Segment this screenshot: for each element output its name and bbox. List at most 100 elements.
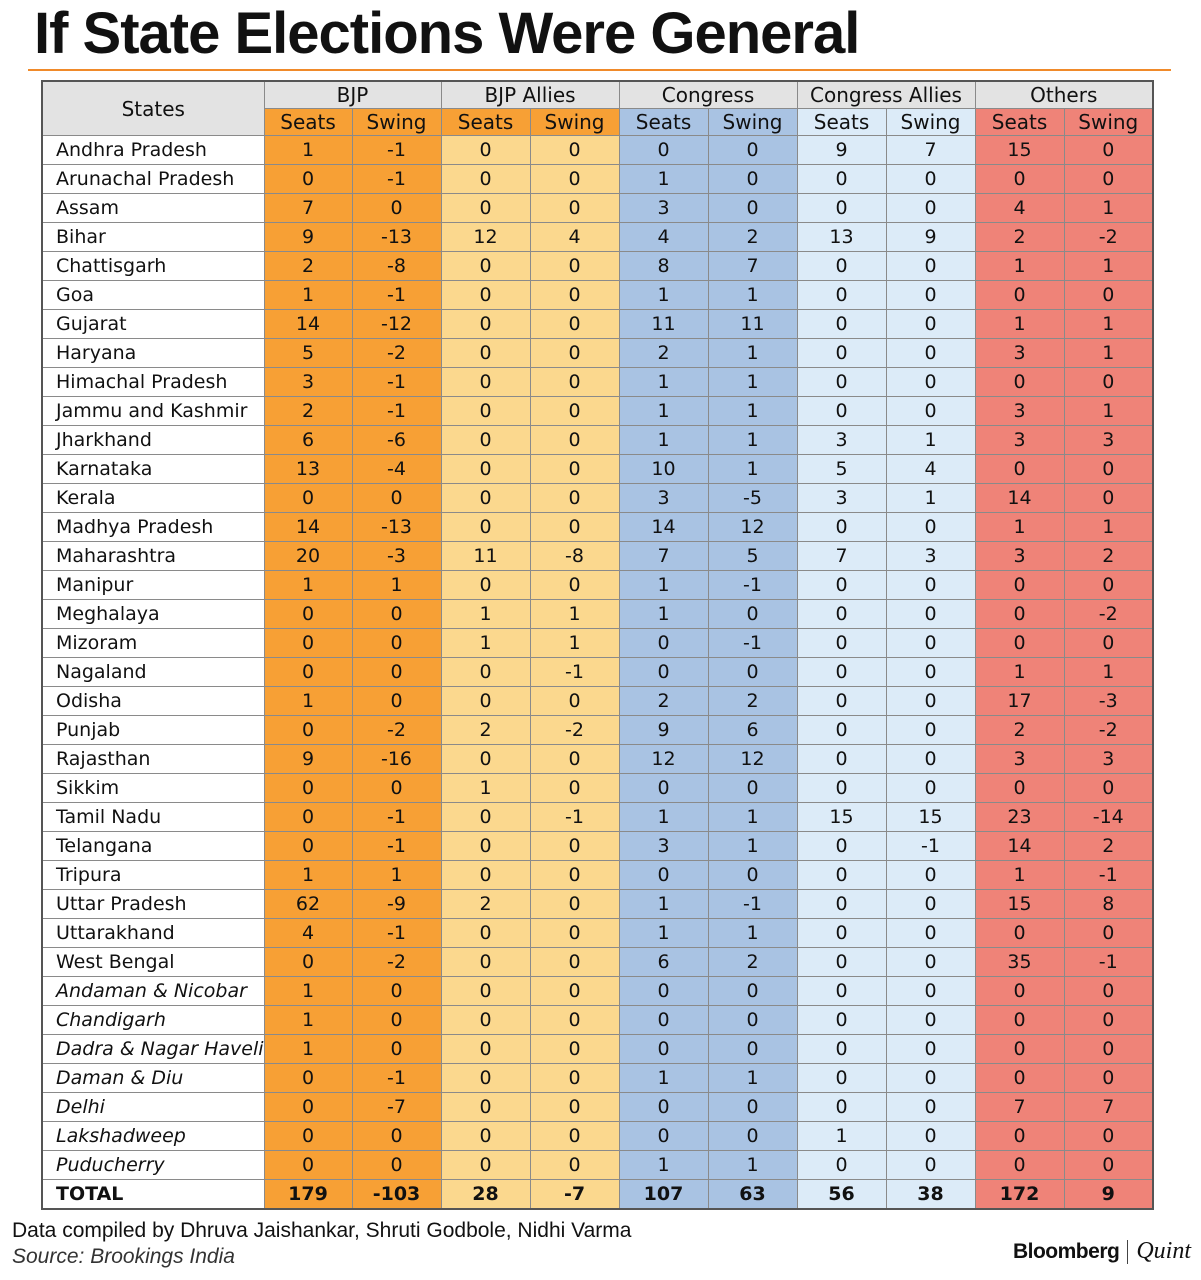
bjp-seats-cell: 0 <box>263 483 353 513</box>
others-seats-cell: 1 <box>974 309 1065 339</box>
others-seats-cell: 15 <box>974 889 1065 919</box>
bjp-swing-cell: 0 <box>351 628 442 658</box>
congress-seats-cell: 0 <box>618 135 709 165</box>
others-seats-cell: 2 <box>974 222 1065 252</box>
congress-swing-cell: -1 <box>707 628 798 658</box>
congress-seats-cell: 0 <box>618 860 709 890</box>
bjp-swing-cell: 0 <box>351 1005 442 1035</box>
bjp-allies-swing-cell: 0 <box>529 686 620 716</box>
bjp-swing-cell: -2 <box>351 947 442 977</box>
table-row: Punjab 0 -2 2 -2 9 6 0 0 2 -2 <box>41 715 1154 745</box>
bjp-swing-cell: 0 <box>351 657 442 687</box>
table-row: Mizoram 0 0 1 1 0 -1 0 0 0 0 <box>41 628 1154 658</box>
others-seats-cell: 0 <box>974 599 1065 629</box>
bjp-swing-cell: -7 <box>351 1092 442 1122</box>
congress-allies-swing-cell: 0 <box>885 338 976 368</box>
others-seats-cell: 1 <box>974 860 1065 890</box>
page-title: If State Elections Were General <box>34 1 860 66</box>
bjp-allies-seats-cell: 0 <box>440 1150 531 1180</box>
bjp-allies-swing-cell: 0 <box>529 367 620 397</box>
bjp-swing-cell: 0 <box>351 1034 442 1064</box>
bjp-allies-swing-cell: 0 <box>529 1121 620 1151</box>
congress-allies-seats-cell: 15 <box>796 802 887 832</box>
election-table: States BJP BJP Allies Congress Congress … <box>41 80 1155 1210</box>
congress-swing-header: Swing <box>707 108 798 136</box>
bjp-allies-swing-cell: 0 <box>529 1034 620 1064</box>
bjp-allies-swing-cell: 0 <box>529 1005 620 1035</box>
state-name: Rajasthan <box>41 744 265 774</box>
bjp-swing-cell: -12 <box>351 309 442 339</box>
bjp-seats-cell: 0 <box>263 1092 353 1122</box>
bjp-seats-cell: 62 <box>263 889 353 919</box>
congress-allies-swing-cell: 0 <box>885 164 976 194</box>
state-name: Uttar Pradesh <box>41 889 265 919</box>
congress-allies-seats-cell: 3 <box>796 483 887 513</box>
bjp-allies-seats-cell: 0 <box>440 1005 531 1035</box>
state-name: Kerala <box>41 483 265 513</box>
congress-allies-swing-cell: 0 <box>885 773 976 803</box>
congress-allies-swing-cell: 0 <box>885 628 976 658</box>
bjp-swing-cell: 0 <box>351 193 442 223</box>
congress-seats-cell: 2 <box>618 338 709 368</box>
state-name: Goa <box>41 280 265 310</box>
others-swing-cell: 1 <box>1063 657 1154 687</box>
others-swing-cell: 2 <box>1063 541 1154 571</box>
bjp-allies-swing-header: Swing <box>529 108 620 136</box>
others-seats-cell: 0 <box>974 1121 1065 1151</box>
bjp-allies-seats-cell: 0 <box>440 976 531 1006</box>
group-header-congress-allies: Congress Allies <box>796 80 976 109</box>
table-row: Maharashtra 20 -3 11 -8 7 5 7 3 3 2 <box>41 541 1154 571</box>
others-swing-cell: -1 <box>1063 860 1154 890</box>
bjp-allies-swing-cell: 0 <box>529 309 620 339</box>
group-header-others: Others <box>974 80 1154 109</box>
others-seats-cell: 1 <box>974 657 1065 687</box>
table-row: Kerala 0 0 0 0 3 -5 3 1 14 0 <box>41 483 1154 513</box>
state-name: Telangana <box>41 831 265 861</box>
congress-allies-swing-cell: 0 <box>885 918 976 948</box>
congress-seats-cell: 1 <box>618 802 709 832</box>
others-swing-cell: 8 <box>1063 889 1154 919</box>
congress-allies-seats-header: Seats <box>796 108 887 136</box>
table-row: Madhya Pradesh 14 -13 0 0 14 12 0 0 1 1 <box>41 512 1154 542</box>
congress-allies-seats-cell: 0 <box>796 657 887 687</box>
table-row: Rajasthan 9 -16 0 0 12 12 0 0 3 3 <box>41 744 1154 774</box>
bjp-seats-cell: 0 <box>263 1121 353 1151</box>
congress-allies-seats-cell: 5 <box>796 454 887 484</box>
congress-allies-seats-cell: 0 <box>796 889 887 919</box>
congress-seats-cell: 0 <box>618 657 709 687</box>
bjp-swing-cell: 0 <box>351 976 442 1006</box>
bjp-allies-swing-cell: 0 <box>529 918 620 948</box>
state-name: Delhi <box>41 1092 265 1122</box>
table-row: Jammu and Kashmir 2 -1 0 0 1 1 0 0 3 1 <box>41 396 1154 426</box>
others-seats-header: Seats <box>974 108 1065 136</box>
congress-allies-seats-cell: 0 <box>796 1063 887 1093</box>
bjp-swing-cell: -1 <box>351 396 442 426</box>
bjp-allies-seats-cell: 0 <box>440 164 531 194</box>
congress-allies-seats-cell: 0 <box>796 251 887 281</box>
bjp-allies-seats-cell: 0 <box>440 280 531 310</box>
congress-allies-swing-cell: 0 <box>885 193 976 223</box>
others-swing-cell: 0 <box>1063 135 1154 165</box>
state-name: Chandigarh <box>41 1005 265 1035</box>
bjp-seats-cell: 9 <box>263 222 353 252</box>
state-name: Haryana <box>41 338 265 368</box>
congress-allies-swing-cell: 0 <box>885 860 976 890</box>
congress-allies-swing-header: Swing <box>885 108 976 136</box>
bjp-allies-swing-cell: 0 <box>529 1092 620 1122</box>
bjp-swing-cell: -1 <box>351 1063 442 1093</box>
state-name: Daman & Diu <box>41 1063 265 1093</box>
total-label: TOTAL <box>41 1179 265 1210</box>
congress-seats-total: 107 <box>618 1179 709 1210</box>
table-row: Arunachal Pradesh 0 -1 0 0 1 0 0 0 0 0 <box>41 164 1154 194</box>
bjp-swing-cell: 0 <box>351 599 442 629</box>
others-seats-cell: 0 <box>974 1063 1065 1093</box>
congress-allies-swing-cell: 0 <box>885 570 976 600</box>
congress-seats-cell: 1 <box>618 164 709 194</box>
congress-seats-cell: 1 <box>618 918 709 948</box>
congress-swing-total: 63 <box>707 1179 798 1210</box>
state-name: Jammu and Kashmir <box>41 396 265 426</box>
state-name: Andhra Pradesh <box>41 135 265 165</box>
congress-swing-cell: 1 <box>707 367 798 397</box>
congress-allies-swing-cell: 0 <box>885 1005 976 1035</box>
congress-swing-cell: -5 <box>707 483 798 513</box>
